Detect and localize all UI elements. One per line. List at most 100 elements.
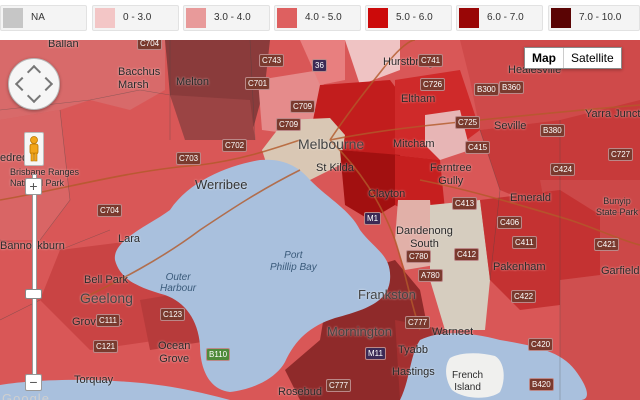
road-shield: B420 [529,378,554,391]
map-canvas[interactable]: Ballan Bacchus Marsh Melton Hurstbridge … [0,40,640,400]
place-label-bacchus-marsh: Bacchus Marsh [118,66,161,91]
road-shield: C777 [405,316,431,329]
legend-swatch [551,8,571,28]
road-shield: C743 [259,54,285,67]
place-label-werribee: Werribee [195,177,248,192]
zoom-out-button[interactable]: − [25,374,42,391]
road-shield: C111 [96,314,120,327]
road-shield: C709 [276,118,302,131]
road-shield: C411 [512,236,537,249]
road-shield: C415 [465,141,491,154]
map-view-button[interactable]: Map [525,48,564,68]
legend-label: 3.0 - 4.0 [214,12,251,23]
satellite-view-button[interactable]: Satellite [571,51,614,65]
road-shield: C420 [528,338,554,351]
road-shield: C424 [550,163,576,176]
zoom-in-button[interactable]: + [25,178,42,195]
place-label-emerald: Emerald [510,192,551,204]
road-shield: C701 [245,77,271,90]
place-label-rosebud: Rosebud [278,386,323,398]
place-label-geelong: Geelong [80,290,133,306]
place-label-eltham: Eltham [401,93,436,105]
legend-item: NA [0,5,87,31]
legend-label: NA [31,12,45,23]
place-label-brisbane-ranges: Brisbane Ranges National Park [10,167,80,188]
legend-label: 5.0 - 6.0 [396,12,433,23]
road-shield: C741 [418,54,444,67]
pan-left-icon[interactable] [14,76,30,92]
place-label-pakenham: Pakenham [493,261,546,273]
place-label-ocean-grove: Ocean Grove [158,340,191,365]
road-shield: C422 [511,290,537,303]
place-label-bunyip-state-park: Bunyip State Park [596,196,639,217]
map-type-control: Map Satellite [524,47,622,69]
place-label-frankston: Frankston [358,287,416,302]
place-label-warneet: Warneet [432,326,474,338]
road-shield: C725 [455,116,481,129]
road-shield: M11 [365,347,386,360]
road-shield: B300 [474,83,499,96]
place-label-garfield: Garfield [601,265,640,277]
road-shield: C780 [406,250,432,263]
place-label-edredi: edredi [0,152,31,164]
place-label-torquay: Torquay [74,374,114,386]
place-label-clayton: Clayton [368,188,406,200]
place-label-ballan: Ballan [48,40,79,50]
place-label-bell-park: Bell Park [84,274,129,286]
water-label-outer-harbour: Outer Harbour [160,272,197,294]
road-shield: C777 [326,379,352,392]
legend-label: 6.0 - 7.0 [487,12,524,23]
water-label-port-phillip-bay: Port Phillip Bay [270,250,317,273]
place-label-st-kilda: St Kilda [316,162,354,174]
road-shield: B360 [499,81,524,94]
legend-label: 7.0 - 10.0 [579,12,622,23]
place-label-hastings: Hastings [392,366,435,378]
place-label-seville: Seville [494,120,527,132]
road-shield: C703 [176,152,202,165]
place-label-yarra-junction: Yarra Junction [585,108,640,120]
google-watermark: Google [2,391,50,400]
road-shield: A780 [418,269,443,282]
place-label-dandenong-south: Dandenong South [396,225,453,250]
legend-swatch [95,8,115,28]
road-shield: C727 [608,148,634,161]
zoom-slider-handle[interactable] [25,289,42,299]
road-shield: C702 [222,139,248,152]
place-label-lara: Lara [118,233,141,245]
pan-down-icon[interactable] [26,88,42,104]
place-label-ferntree-gully: Ferntree Gully [430,162,472,187]
place-label-melbourne: Melbourne [298,136,365,152]
legend-item: 4.0 - 5.0 [274,5,361,31]
legend-swatch [277,8,297,28]
road-shield: C123 [160,308,186,321]
road-shield: C406 [497,216,523,229]
place-label-mornington: Mornington [327,324,393,339]
road-shield: C726 [420,78,446,91]
legend-swatch [368,8,388,28]
place-label-mitcham: Mitcham [393,138,435,150]
road-shield: C412 [454,248,480,261]
legend-item: 5.0 - 6.0 [365,5,452,31]
place-label-melton: Melton [176,76,210,88]
road-shield: C121 [93,340,119,353]
road-shield: M1 [364,212,382,225]
legend-swatch [186,8,206,28]
road-shield: C413 [452,197,478,210]
legend-item: 6.0 - 7.0 [456,5,543,31]
pegman-street-view-icon[interactable] [24,132,44,166]
road-shield: B110 [206,348,231,361]
pan-right-icon[interactable] [38,76,54,92]
road-shield: C709 [290,100,316,113]
road-shield: 36 [312,59,327,72]
place-label-french-island: French Island [452,370,484,393]
legend-swatch [3,8,23,28]
pan-control[interactable] [8,58,60,110]
pan-up-icon[interactable] [26,64,42,80]
zoom-slider-track[interactable] [32,174,37,386]
legend-label: 4.0 - 5.0 [305,12,342,23]
legend-label: 0 - 3.0 [123,12,152,23]
legend-item: 7.0 - 10.0 [548,5,640,31]
legend-bar: NA 0 - 3.0 3.0 - 4.0 4.0 - 5.0 5.0 - 6.0 6.0 … [0,0,640,40]
legend-swatch [459,8,479,28]
road-shield: C704 [137,40,163,50]
